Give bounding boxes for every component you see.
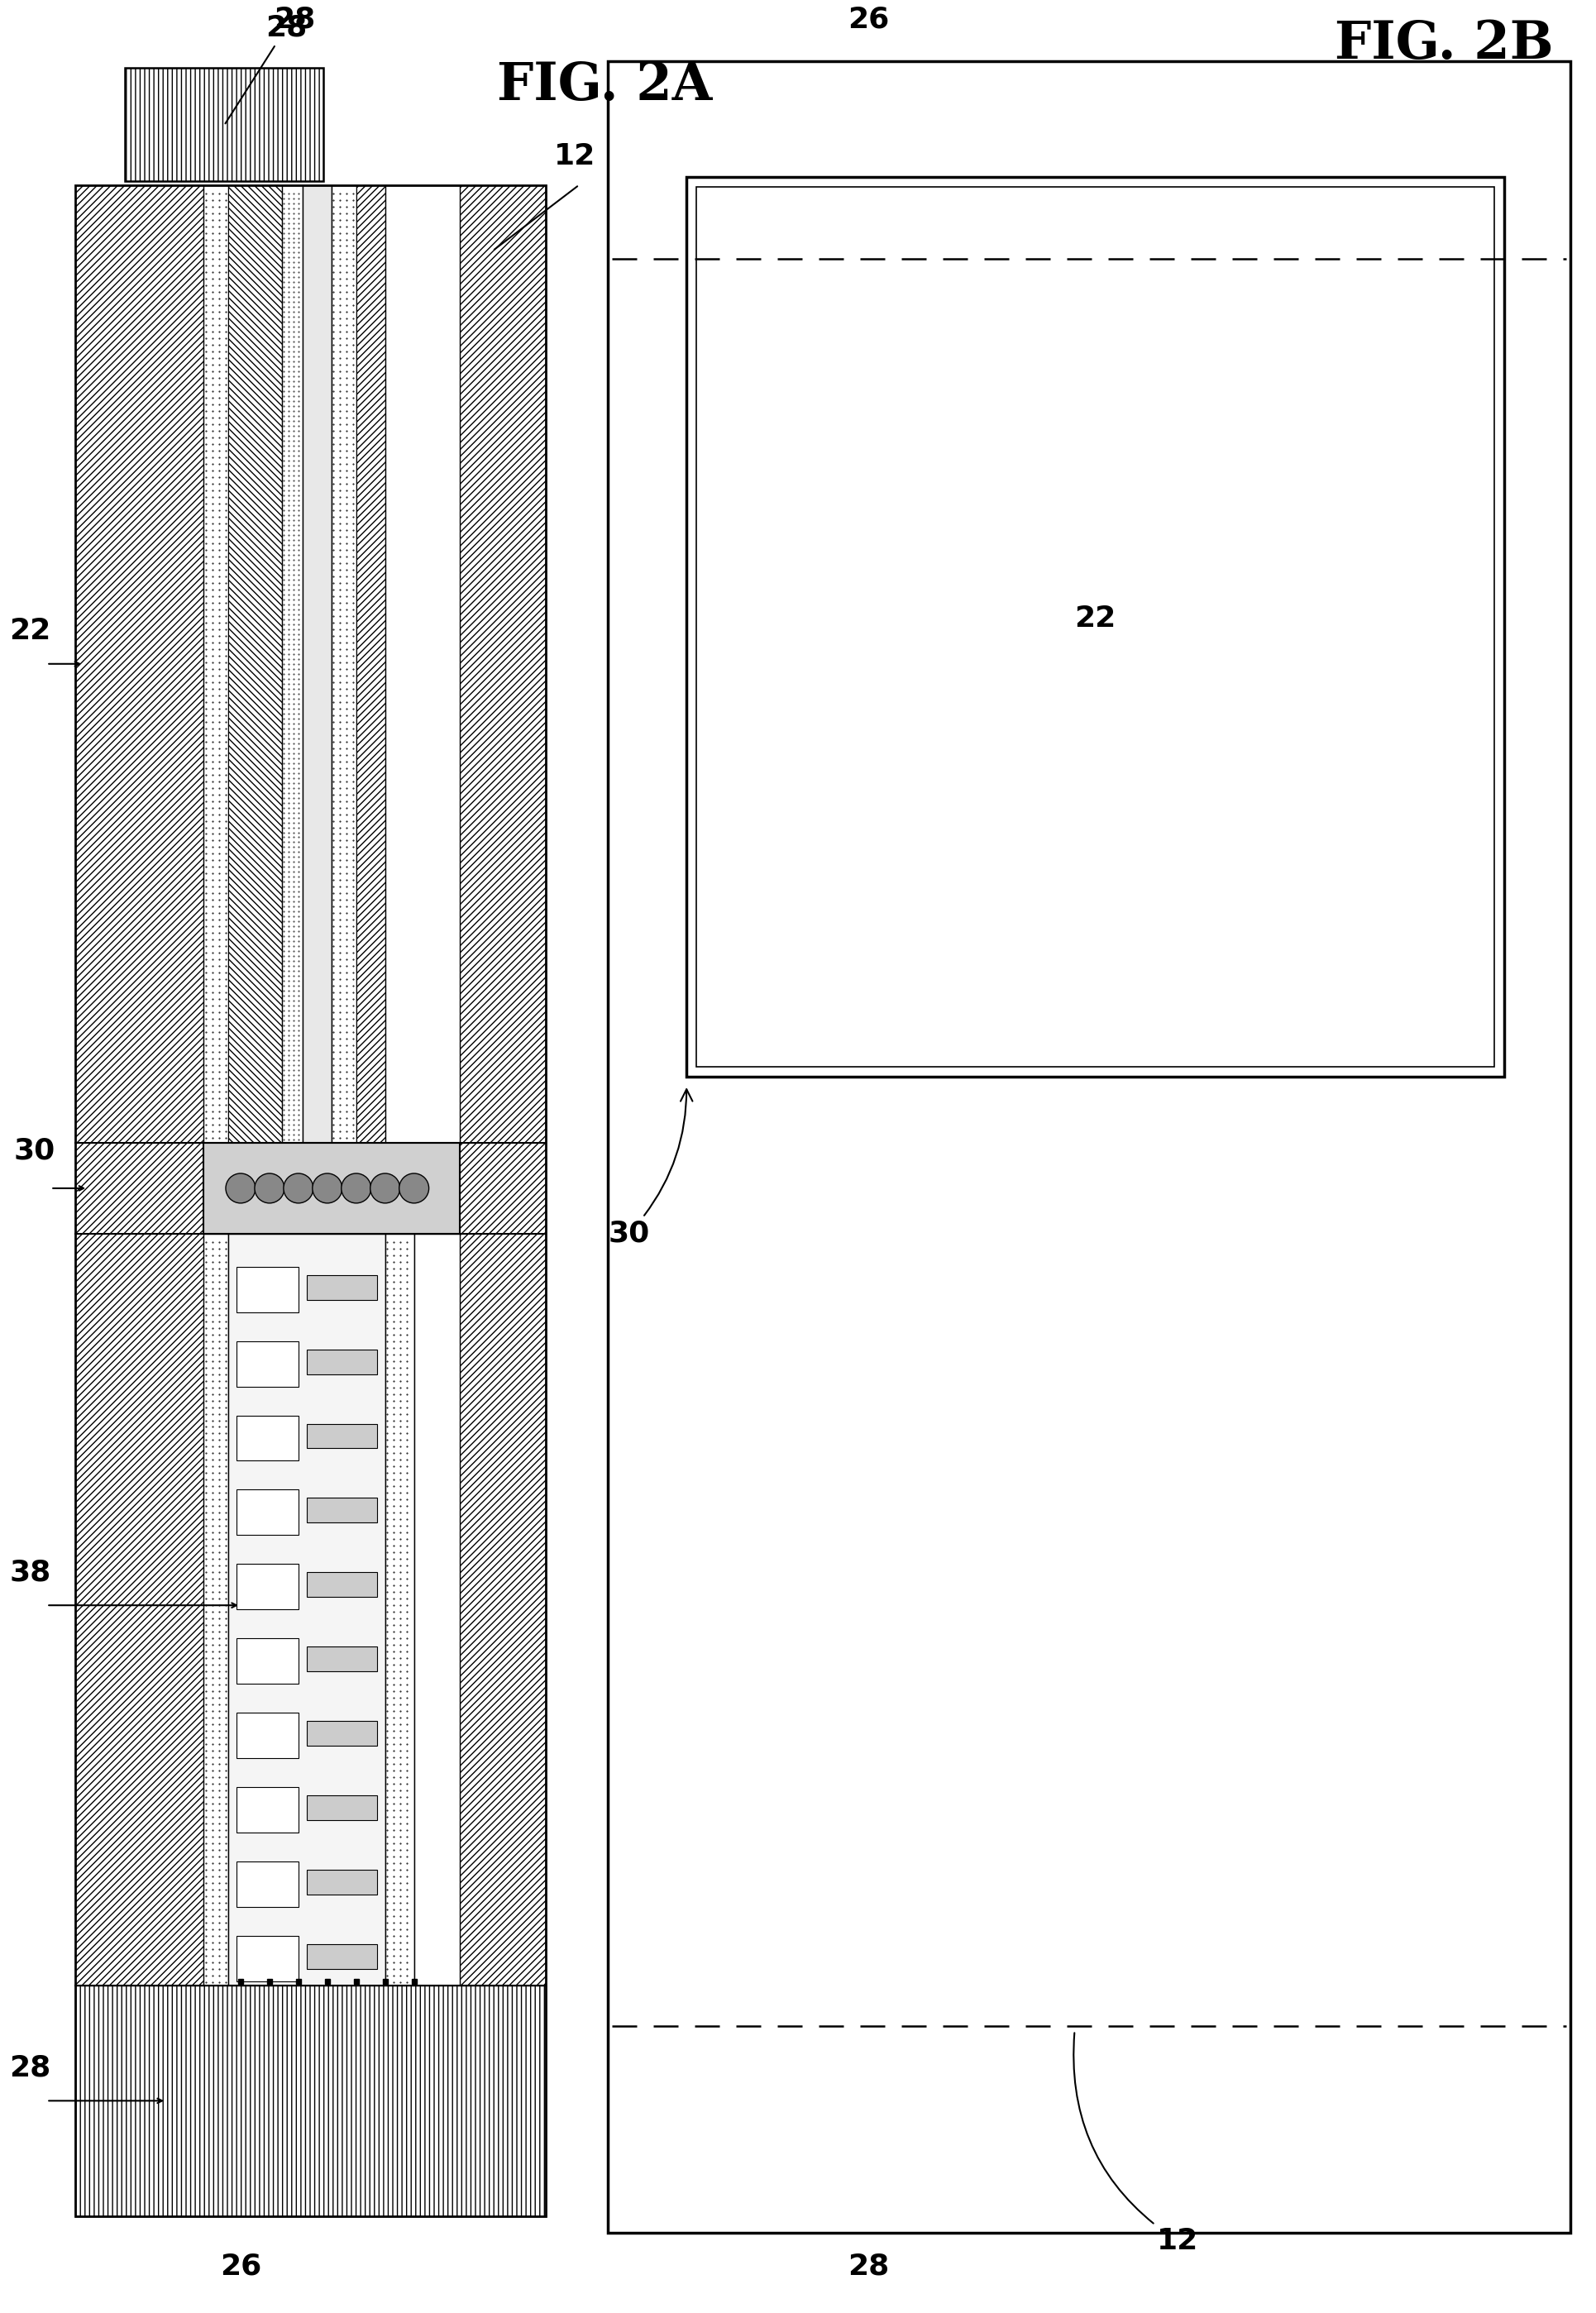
Bar	[75, 185, 203, 2216]
Bar	[306, 1348, 377, 1374]
Text: 28: 28	[847, 2253, 889, 2281]
Bar	[236, 1712, 298, 1758]
Bar	[306, 1943, 377, 1968]
Bar	[236, 1564, 298, 1610]
Text: FIG. 2A: FIG. 2A	[496, 60, 712, 111]
Text: FIG. 2B: FIG. 2B	[1334, 19, 1553, 69]
Text: 22: 22	[10, 618, 51, 645]
Circle shape	[342, 1173, 370, 1203]
Bar	[385, 185, 460, 1143]
Bar	[236, 1268, 298, 1311]
Bar	[306, 1795, 377, 1820]
Text: 22: 22	[1074, 604, 1116, 631]
Text: 38: 38	[10, 1559, 51, 1587]
Bar	[413, 1233, 460, 1985]
Bar	[236, 1342, 298, 1385]
Text: 28: 28	[273, 5, 314, 35]
Bar	[306, 1721, 377, 1746]
Text: 26: 26	[220, 2253, 262, 2281]
Bar	[356, 185, 385, 1143]
Text: 30: 30	[13, 1138, 54, 1166]
Text: 28: 28	[225, 14, 306, 123]
Circle shape	[370, 1173, 399, 1203]
Bar	[302, 185, 332, 1143]
Text: 26: 26	[847, 5, 889, 35]
Bar	[228, 185, 282, 1143]
Bar	[686, 176, 1503, 1078]
Bar	[236, 1862, 298, 1906]
Bar	[332, 185, 356, 1143]
Bar	[75, 1985, 546, 2216]
Bar	[236, 1936, 298, 1980]
Circle shape	[225, 1173, 255, 1203]
Bar	[236, 1638, 298, 1684]
Bar	[75, 185, 546, 2216]
Bar	[203, 1143, 460, 1233]
Bar	[306, 1274, 377, 1300]
Bar	[124, 67, 322, 180]
Bar	[228, 1233, 385, 1985]
Text: 28: 28	[10, 2054, 51, 2082]
Bar	[460, 185, 546, 2216]
Bar	[236, 1490, 298, 1536]
Bar	[608, 60, 1569, 2232]
Bar	[236, 1788, 298, 1832]
Bar	[236, 1416, 298, 1462]
Circle shape	[254, 1173, 284, 1203]
Bar	[696, 187, 1494, 1066]
Bar	[203, 185, 228, 1143]
Bar	[306, 1499, 377, 1522]
Text: 12: 12	[1073, 2033, 1199, 2255]
Bar	[306, 1573, 377, 1596]
Circle shape	[313, 1173, 342, 1203]
Bar	[282, 185, 302, 1143]
Bar	[306, 1869, 377, 1894]
Text: 30: 30	[608, 1089, 693, 1247]
Bar	[203, 1233, 228, 1985]
Bar	[385, 1233, 413, 1985]
Bar	[306, 1422, 377, 1448]
Bar	[306, 1647, 377, 1672]
Circle shape	[284, 1173, 313, 1203]
Text: 12: 12	[554, 141, 595, 171]
Circle shape	[399, 1173, 429, 1203]
